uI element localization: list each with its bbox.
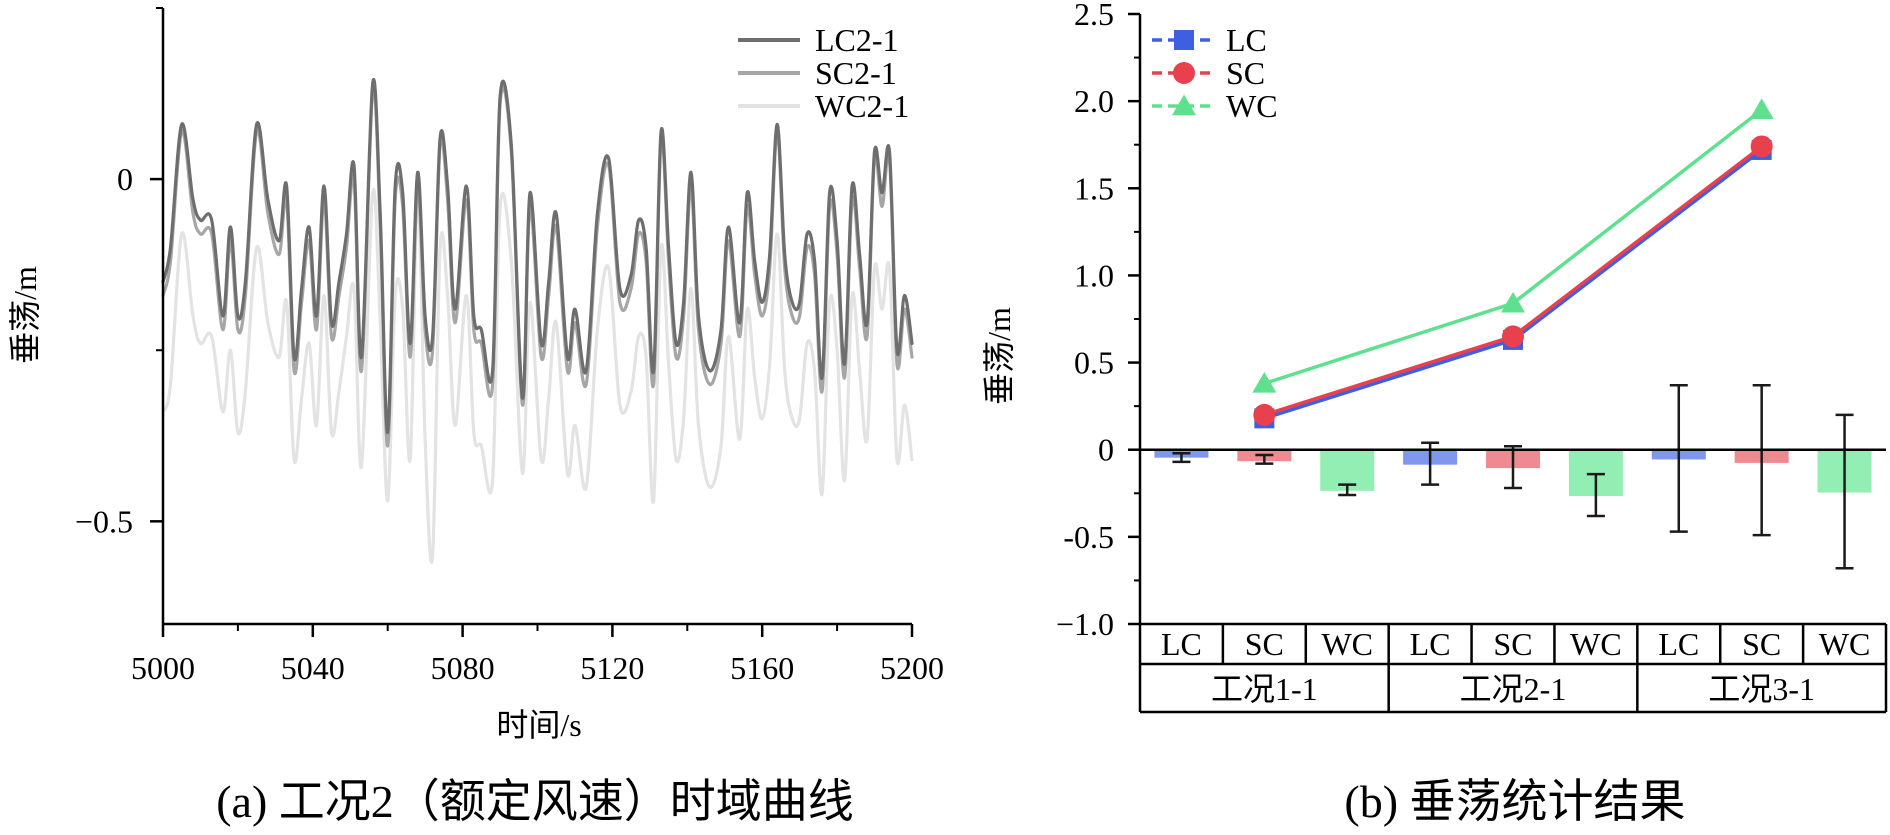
table-sub-label: SC bbox=[1493, 626, 1532, 662]
panel-a-x-axis-label: 时间/s bbox=[496, 707, 581, 743]
table-sub-label: WC bbox=[1819, 626, 1871, 662]
table-sub-label: LC bbox=[1658, 626, 1699, 662]
y-tick-label: -0.5 bbox=[1063, 519, 1114, 555]
series-line-wc2-1 bbox=[161, 187, 914, 564]
panel-b-axes: −1.0 -0.5 0 0.5 1.0 1.5 2.0 2.5 bbox=[1056, 0, 1886, 642]
panel-b-y-axis-label: 垂荡/m bbox=[981, 307, 1017, 405]
legend-label-sc2-1: SC2-1 bbox=[815, 55, 897, 91]
series-line-lc2-1 bbox=[161, 78, 914, 435]
legend-marker-wc bbox=[1172, 94, 1196, 116]
table-sub-label: SC bbox=[1245, 626, 1284, 662]
y-tick-label: 2.0 bbox=[1074, 83, 1114, 119]
x-tick-label: 5200 bbox=[880, 650, 944, 686]
table-sub-label: LC bbox=[1410, 626, 1451, 662]
y-tick-label: 2.5 bbox=[1074, 0, 1114, 32]
table-group-label: 工况1-1 bbox=[1211, 671, 1318, 707]
marker-sc bbox=[1750, 135, 1773, 158]
legend-marker-sc bbox=[1173, 62, 1195, 84]
y-tick-label: 1.5 bbox=[1074, 170, 1114, 206]
panel-b-mean-lines bbox=[1252, 98, 1774, 429]
marker-wc bbox=[1252, 371, 1277, 393]
panel-a-axes: 5000 5040 5080 5120 5160 5200 0 −0.5 bbox=[75, 7, 944, 686]
legend-label-lc: LC bbox=[1226, 22, 1267, 58]
table-sub-label: WC bbox=[1321, 626, 1373, 662]
x-tick-label: 5080 bbox=[431, 650, 495, 686]
y-tick-label: −1.0 bbox=[1056, 606, 1114, 642]
table-sub-label: LC bbox=[1161, 626, 1202, 662]
panel-a-series-lines bbox=[161, 78, 914, 564]
mean-line-sc bbox=[1263, 145, 1763, 417]
marker-sc bbox=[1253, 403, 1276, 426]
marker-wc bbox=[1749, 98, 1774, 120]
x-tick-label: 5120 bbox=[580, 650, 644, 686]
legend-marker-lc bbox=[1174, 30, 1194, 50]
legend-label-wc2-1: WC2-1 bbox=[815, 88, 909, 124]
table-group-label: 工况3-1 bbox=[1708, 671, 1815, 707]
legend-label-wc: WC bbox=[1226, 88, 1278, 124]
legend-label-lc2-1: LC2-1 bbox=[815, 22, 899, 58]
mean-line-lc bbox=[1263, 148, 1763, 421]
table-sub-label: SC bbox=[1742, 626, 1781, 662]
y-tick-label: 0 bbox=[1098, 432, 1114, 468]
marker-sc bbox=[1502, 325, 1524, 348]
panel-a-caption: (a) 工况2（额定风速）时域曲线 bbox=[216, 776, 854, 827]
y-tick-label: 1.0 bbox=[1074, 257, 1114, 293]
panel-a-time-series-chart: 5000 5040 5080 5120 5160 5200 0 −0.5 LC2-1SC2-1… bbox=[7, 7, 944, 827]
y-tick-label: 0 bbox=[117, 161, 133, 197]
panel-a-y-axis-label: 垂荡/m bbox=[7, 266, 43, 364]
x-tick-label: 5000 bbox=[131, 650, 195, 686]
x-tick-label: 5040 bbox=[281, 650, 345, 686]
table-sub-label: WC bbox=[1570, 626, 1622, 662]
marker-wc bbox=[1501, 291, 1525, 313]
y-tick-label: 0.5 bbox=[1074, 345, 1114, 381]
y-tick-label: −0.5 bbox=[75, 503, 133, 539]
legend-label-sc: SC bbox=[1226, 55, 1265, 91]
x-tick-label: 5160 bbox=[730, 650, 794, 686]
table-group-label: 工况2-1 bbox=[1460, 671, 1567, 707]
panel-b-caption: (b) 垂荡统计结果 bbox=[1344, 776, 1685, 827]
panel-b-bars bbox=[1154, 383, 1872, 570]
